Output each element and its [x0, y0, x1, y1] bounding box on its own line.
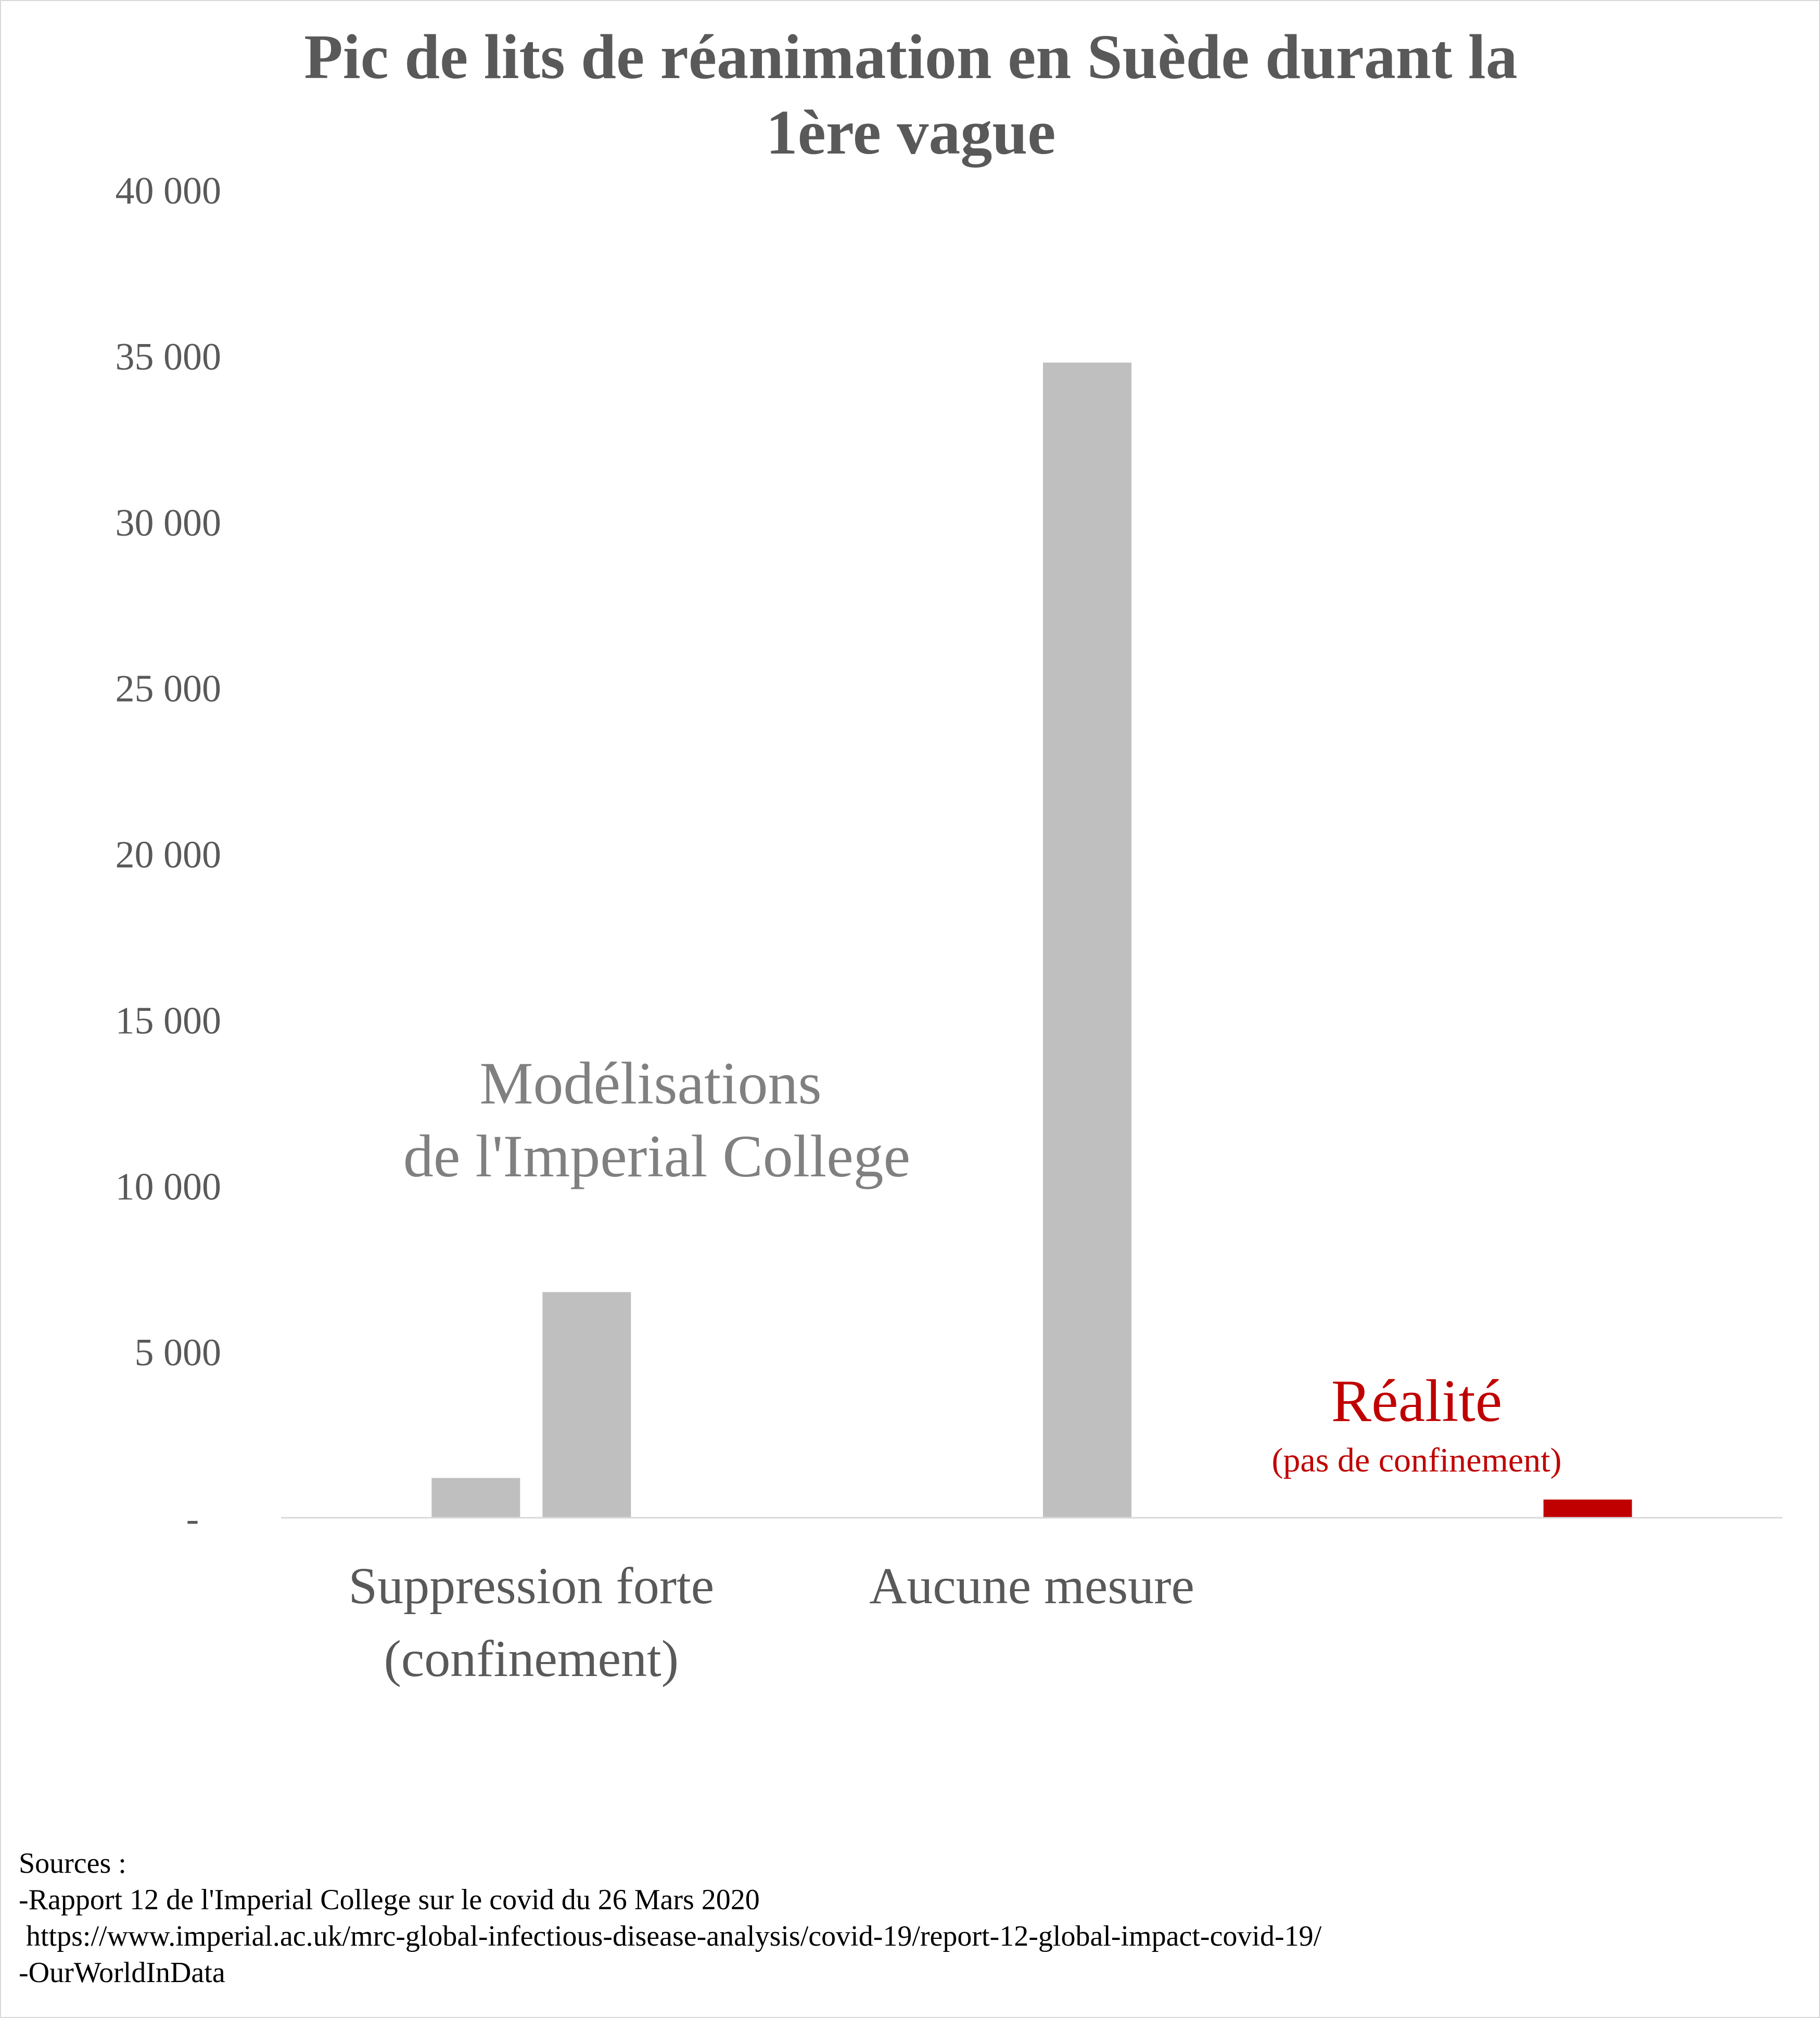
annotation-reality: Réalité — [1331, 1368, 1503, 1435]
bar — [542, 1292, 631, 1518]
bar — [431, 1478, 520, 1518]
annotation-model-line-2: de l'Imperial College — [403, 1123, 910, 1190]
x-category-label: Aucune mesure — [869, 1557, 1194, 1615]
sources-line-owid: -OurWorldInData — [19, 1957, 225, 1989]
y-tick-label: 30 000 — [116, 502, 222, 544]
y-tick-label: 40 000 — [116, 170, 222, 212]
sources-note: Sources : -Rapport 12 de l'Imperial Coll… — [19, 1845, 1321, 1991]
chart-title-line-1: Pic de lits de réanimation en Suède dura… — [304, 22, 1518, 92]
y-tick-label: 15 000 — [116, 999, 222, 1042]
bars-group — [431, 362, 1632, 1518]
annotation-model-line-1: Modélisations — [479, 1050, 821, 1117]
bar — [1543, 1499, 1632, 1518]
bar — [1043, 362, 1131, 1518]
y-tick-label: 5 000 — [135, 1331, 222, 1374]
y-tick-label: 35 000 — [116, 336, 222, 378]
x-category-label: Suppression forte — [348, 1557, 714, 1615]
y-tick-label: 20 000 — [116, 834, 222, 877]
y-tick-label: - — [186, 1497, 199, 1540]
y-axis-tick-labels: - 5 000 10 000 15 000 20 000 25 000 30 000 35 0… — [116, 170, 222, 1540]
y-tick-label: 25 000 — [116, 668, 222, 710]
y-tick-label: 10 000 — [116, 1165, 222, 1208]
chart-title-line-2: 1ère vague — [766, 97, 1056, 168]
x-axis-category-labels: Suppression forte (confinement) Aucune mes… — [348, 1557, 1194, 1687]
annotation-reality-note: (pas de confinement) — [1271, 1441, 1561, 1479]
x-category-label: (confinement) — [384, 1630, 679, 1687]
sources-heading: Sources : — [19, 1847, 126, 1880]
sources-line-url: https://www.imperial.ac.uk/mrc-global-in… — [19, 1920, 1322, 1952]
sources-line-report: -Rapport 12 de l'Imperial College sur le… — [19, 1884, 760, 1916]
